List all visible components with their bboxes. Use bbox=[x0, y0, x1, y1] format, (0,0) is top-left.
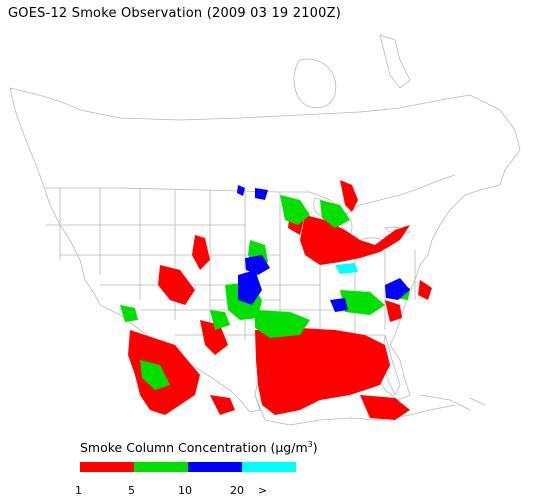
state-lines bbox=[45, 188, 416, 345]
legend-title-suffix: ) bbox=[312, 440, 318, 456]
legend-unit-greek: μ bbox=[275, 440, 284, 456]
legend-tick-10: 10 bbox=[178, 484, 192, 497]
smoke-blue bbox=[237, 185, 410, 312]
legend-unit-rest: g/m bbox=[283, 440, 308, 456]
caribbean bbox=[419, 394, 486, 411]
legend-segment-1-5 bbox=[80, 462, 134, 472]
legend-tick-20: 20 bbox=[230, 484, 244, 497]
legend-color-bar bbox=[80, 462, 296, 472]
map-title: GOES-12 Smoke Observation (2009 03 19 21… bbox=[8, 6, 341, 21]
smoke-regions bbox=[120, 180, 432, 420]
legend-title: Smoke Column Concentration (μg/m3) bbox=[80, 440, 318, 455]
smoke-cyan bbox=[335, 263, 358, 274]
us-canada-border bbox=[45, 174, 456, 216]
legend-tick-gt: > bbox=[258, 484, 268, 497]
legend-segment-5-10 bbox=[134, 462, 188, 472]
legend-unit-sup: 3 bbox=[307, 440, 313, 449]
legend-tick-1: 1 bbox=[75, 484, 82, 497]
hudson-bay bbox=[293, 58, 337, 109]
legend-segment-10-20 bbox=[188, 462, 242, 472]
smoke-green bbox=[120, 195, 410, 390]
arctic-island bbox=[379, 34, 411, 89]
legend-segment-20-plus bbox=[242, 462, 296, 472]
legend-title-prefix: Smoke Column Concentration ( bbox=[80, 440, 276, 456]
smoke-red bbox=[128, 180, 432, 420]
continent-outline bbox=[9, 87, 521, 413]
legend-tick-5: 5 bbox=[128, 484, 135, 497]
